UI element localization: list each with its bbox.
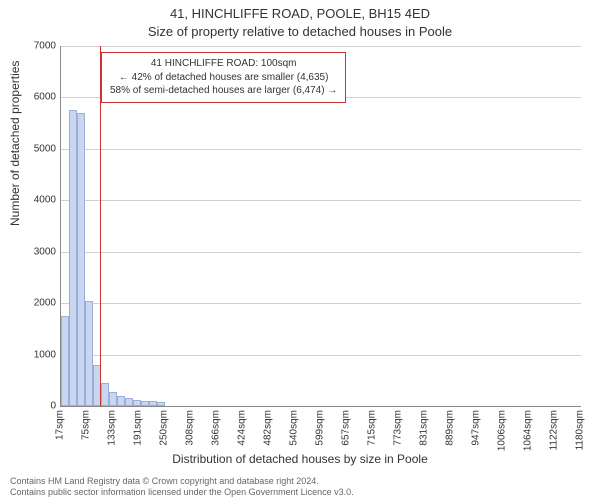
bar <box>141 401 149 406</box>
bar <box>149 401 157 406</box>
x-tick-label: 191sqm <box>133 410 144 446</box>
annotation-line-1: 41 HINCHLIFFE ROAD: 100sqm <box>110 57 337 71</box>
bar <box>133 400 141 406</box>
x-tick-label: 424sqm <box>237 410 248 446</box>
x-tick-label: 1064sqm <box>523 410 534 451</box>
annotation-box: 41 HINCHLIFFE ROAD: 100sqm ← 42% of deta… <box>101 52 346 103</box>
x-tick-label: 889sqm <box>445 410 456 446</box>
y-tick-label: 0 <box>16 401 56 412</box>
y-tick-label: 1000 <box>16 349 56 360</box>
y-tick-label: 4000 <box>16 195 56 206</box>
x-tick-label: 1180sqm <box>575 410 586 450</box>
x-tick-label: 482sqm <box>263 410 274 446</box>
x-tick-label: 308sqm <box>185 410 196 446</box>
title-line-1: 41, HINCHLIFFE ROAD, POOLE, BH15 4ED <box>0 6 600 21</box>
bar <box>101 383 109 406</box>
bar <box>125 398 133 406</box>
x-tick-label: 657sqm <box>341 410 352 446</box>
x-tick-label: 831sqm <box>419 410 430 446</box>
y-tick-label: 6000 <box>16 92 56 103</box>
x-tick-label: 250sqm <box>159 410 170 446</box>
y-tick-label: 2000 <box>16 298 56 309</box>
x-tick-label: 540sqm <box>289 410 300 446</box>
footer-line-2: Contains public sector information licen… <box>10 487 354 498</box>
bar <box>157 402 165 406</box>
annotation-line-3: 58% of semi-detached houses are larger (… <box>110 84 337 98</box>
x-tick-label: 599sqm <box>315 410 326 446</box>
y-tick-label: 3000 <box>16 246 56 257</box>
x-tick-label: 1006sqm <box>497 410 508 451</box>
y-tick-label: 7000 <box>16 41 56 52</box>
footer-line-1: Contains HM Land Registry data © Crown c… <box>10 476 354 487</box>
chart-container: 41, HINCHLIFFE ROAD, POOLE, BH15 4ED Siz… <box>0 0 600 500</box>
y-axis-label: Number of detached properties <box>8 61 22 226</box>
x-tick-label: 366sqm <box>211 410 222 446</box>
bar <box>77 113 85 406</box>
x-tick-label: 1122sqm <box>549 410 560 450</box>
bar <box>61 316 69 406</box>
x-tick-label: 947sqm <box>471 410 482 446</box>
bar <box>85 301 93 406</box>
bar <box>109 392 117 406</box>
bar <box>69 110 77 406</box>
plot-area: 41 HINCHLIFFE ROAD: 100sqm ← 42% of deta… <box>60 46 581 407</box>
x-axis-label: Distribution of detached houses by size … <box>0 452 600 466</box>
bar <box>117 396 125 406</box>
footer-text: Contains HM Land Registry data © Crown c… <box>10 476 354 499</box>
x-tick-label: 773sqm <box>393 410 404 446</box>
title-line-2: Size of property relative to detached ho… <box>0 24 600 39</box>
x-tick-label: 75sqm <box>81 410 92 440</box>
x-tick-label: 715sqm <box>367 410 378 446</box>
x-ticks: 17sqm75sqm133sqm191sqm250sqm308sqm366sqm… <box>60 408 580 458</box>
x-tick-label: 17sqm <box>55 410 66 440</box>
y-tick-label: 5000 <box>16 143 56 154</box>
x-tick-label: 133sqm <box>107 410 118 446</box>
annotation-line-2: ← 42% of detached houses are smaller (4,… <box>110 71 337 85</box>
